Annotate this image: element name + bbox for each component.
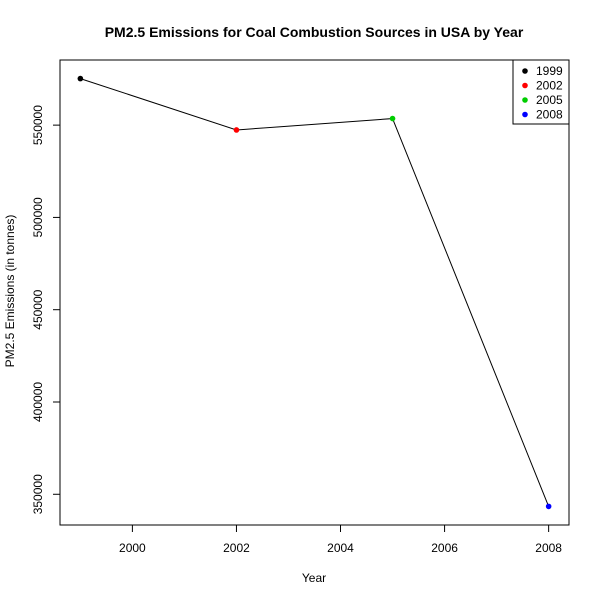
data-point-2005 [389, 115, 396, 122]
legend-label-2008: 2008 [536, 108, 563, 122]
data-points [77, 75, 552, 510]
y-tick-label: 400000 [31, 382, 45, 422]
legend-label-1999: 1999 [536, 64, 563, 78]
x-tick-label: 2002 [223, 541, 250, 555]
series-line [80, 78, 550, 507]
data-point-2002 [233, 127, 240, 133]
x-axis-label: Year [302, 571, 326, 585]
legend-marker-2002 [522, 82, 528, 89]
x-tick-label: 2006 [431, 541, 458, 555]
y-tick-label: 500000 [31, 197, 45, 237]
y-tick-label: 350000 [31, 474, 45, 514]
x-tick-label: 2004 [327, 541, 354, 555]
plot-frame [59, 59, 570, 526]
legend-marker-2008 [522, 111, 528, 118]
chart-title: PM2.5 Emissions for Coal Combustion Sour… [105, 24, 524, 40]
x-tick-label: 2008 [535, 541, 562, 555]
emissions-line [80, 78, 550, 507]
y-axis: 350000 400000 450000 500000 550000 [31, 105, 60, 514]
y-tick-label: 550000 [31, 105, 45, 145]
data-point-2008 [545, 503, 552, 510]
legend-label-2002: 2002 [536, 79, 563, 93]
legend-label-2005: 2005 [536, 93, 563, 107]
x-axis: 2000 2002 2004 2006 2008 [119, 525, 562, 555]
y-tick-label: 450000 [31, 289, 45, 329]
legend-marker-2005 [522, 97, 528, 103]
y-axis-label: PM2.5 Emissions (in tonnes) [3, 215, 17, 368]
data-point-1999 [77, 75, 84, 82]
x-tick-label: 2000 [119, 541, 146, 555]
legend-marker-1999 [522, 68, 528, 74]
